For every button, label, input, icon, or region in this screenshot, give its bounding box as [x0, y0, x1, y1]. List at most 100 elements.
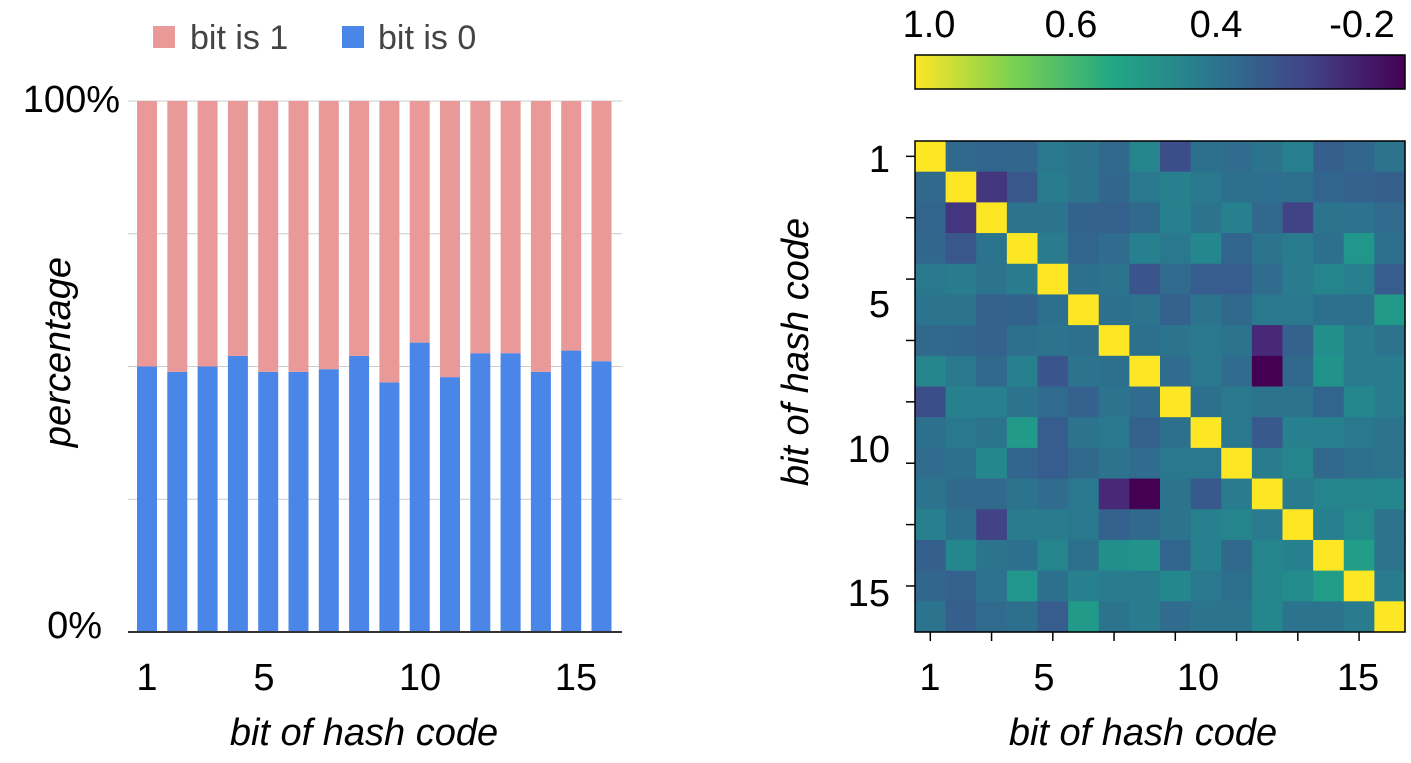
heat-cell-15-12 [1251, 570, 1284, 602]
heat-cell-10-16 [1374, 417, 1406, 449]
heat-cell-8-4 [1006, 355, 1039, 388]
heat-cell-4-7 [1098, 233, 1130, 265]
heat-cell-3-14 [1313, 202, 1345, 234]
heat-cell-11-15 [1343, 447, 1375, 480]
heat-cell-12-14 [1313, 478, 1345, 510]
heat-x-axis-title: bit of hash code [1009, 712, 1277, 754]
heat-cell-5-6 [1068, 263, 1100, 296]
heat-cell-11-1 [915, 447, 947, 480]
heat-cell-5-12 [1251, 263, 1284, 296]
heat-cell-9-10 [1190, 386, 1222, 418]
heat-cell-14-14 [1313, 539, 1345, 572]
heat-cell-9-5 [1037, 386, 1069, 418]
heat-cell-14-13 [1282, 539, 1314, 572]
heat-cell-8-6 [1068, 355, 1100, 388]
heat-cell-8-3 [976, 355, 1008, 388]
heat-cell-5-9 [1160, 263, 1192, 296]
heat-cell-13-14 [1313, 509, 1345, 541]
heat-cell-7-16 [1374, 325, 1406, 357]
heat-cell-12-2 [945, 478, 977, 510]
heat-cell-6-16 [1374, 294, 1406, 326]
heat-cell-14-16 [1374, 539, 1406, 572]
heat-cell-10-11 [1221, 417, 1253, 449]
heat-cell-7-6 [1068, 325, 1100, 357]
bar-bit-is-0-7 [318, 369, 339, 632]
heat-cell-15-9 [1160, 570, 1192, 602]
heat-cell-7-15 [1343, 325, 1375, 357]
heat-cell-4-11 [1221, 233, 1253, 265]
heat-cell-12-13 [1282, 478, 1314, 510]
bar-bit-is-1-2 [167, 101, 188, 372]
heat-cell-2-7 [1098, 171, 1130, 203]
heat-cell-4-13 [1282, 233, 1314, 265]
bar-y-tick-0: 0% [47, 605, 102, 647]
heat-cell-15-3 [976, 570, 1008, 602]
heat-cell-14-9 [1160, 539, 1192, 572]
heat-cell-3-11 [1221, 202, 1253, 234]
heat-cell-4-9 [1160, 233, 1192, 265]
heat-cell-3-7 [1098, 202, 1130, 234]
heat-cell-8-11 [1221, 355, 1253, 388]
heat-cell-8-1 [915, 355, 947, 388]
heat-cell-4-6 [1068, 233, 1100, 265]
heat-cell-12-3 [976, 478, 1008, 510]
heat-x-tick-1: 1 [919, 657, 940, 699]
heat-cell-15-5 [1037, 570, 1069, 602]
legend-swatch-bit-is-1 [153, 26, 175, 48]
heat-cell-8-15 [1343, 355, 1375, 388]
heat-cell-2-5 [1037, 171, 1069, 203]
heat-cell-1-6 [1068, 141, 1100, 173]
heat-cell-5-1 [915, 263, 947, 296]
heat-cell-4-14 [1313, 233, 1345, 265]
heat-cell-9-11 [1221, 386, 1253, 418]
heat-cell-15-11 [1221, 570, 1253, 602]
heat-cell-11-16 [1374, 447, 1406, 480]
heat-y-tick-1: 1 [869, 139, 890, 181]
heat-cell-15-15 [1343, 570, 1375, 602]
heat-cell-2-14 [1313, 171, 1345, 203]
heat-cell-10-6 [1068, 417, 1100, 449]
heatmap-frame [914, 140, 1406, 633]
heat-cell-5-14 [1313, 263, 1345, 296]
heat-cell-12-11 [1221, 478, 1253, 510]
heat-cell-16-5 [1037, 601, 1069, 633]
heat-cell-13-7 [1098, 509, 1130, 541]
heat-cell-9-1 [915, 386, 947, 418]
heat-cell-6-14 [1313, 294, 1345, 326]
heat-cell-9-8 [1129, 386, 1161, 418]
heat-cell-5-7 [1098, 263, 1130, 296]
heat-cell-14-6 [1068, 539, 1100, 572]
heat-cell-7-3 [976, 325, 1008, 357]
heat-cell-16-7 [1098, 601, 1130, 633]
heat-cell-5-11 [1221, 263, 1253, 296]
heat-cell-12-5 [1037, 478, 1069, 510]
heat-cell-12-10 [1190, 478, 1222, 510]
heat-cell-3-1 [915, 202, 947, 234]
heat-cell-1-14 [1313, 141, 1345, 173]
heat-cell-12-12 [1251, 478, 1284, 510]
heat-cell-15-8 [1129, 570, 1161, 602]
bar-bit-is-1-12 [470, 101, 491, 354]
legend-swatch-bit-is-0 [342, 26, 364, 48]
heat-cell-15-13 [1282, 570, 1314, 602]
heat-cell-13-11 [1221, 509, 1253, 541]
heatmap-cells [915, 141, 1406, 633]
heat-cell-11-4 [1006, 447, 1039, 480]
heat-cell-14-7 [1098, 539, 1130, 572]
heat-cell-2-1 [915, 171, 947, 203]
heat-y-axis-title: bit of hash code [775, 218, 817, 486]
bar-bit-is-1-3 [197, 101, 218, 367]
heat-cell-1-8 [1129, 141, 1161, 173]
heat-x-tick-10: 10 [1177, 657, 1219, 699]
heat-cell-3-10 [1190, 202, 1222, 234]
bar-x-tick-10: 10 [399, 657, 441, 699]
heat-cell-2-10 [1190, 171, 1222, 203]
correlation-heatmap: 1.0 0.6 0.4 -0.2 1 5 10 15 1 5 10 15 bit… [775, 4, 1406, 754]
heat-cell-6-7 [1098, 294, 1130, 326]
bar-y-tick-100: 100% [23, 79, 120, 121]
heat-cell-1-3 [976, 141, 1008, 173]
heat-cell-3-15 [1343, 202, 1375, 234]
heat-cell-14-3 [976, 539, 1008, 572]
heat-cell-1-12 [1251, 141, 1284, 173]
